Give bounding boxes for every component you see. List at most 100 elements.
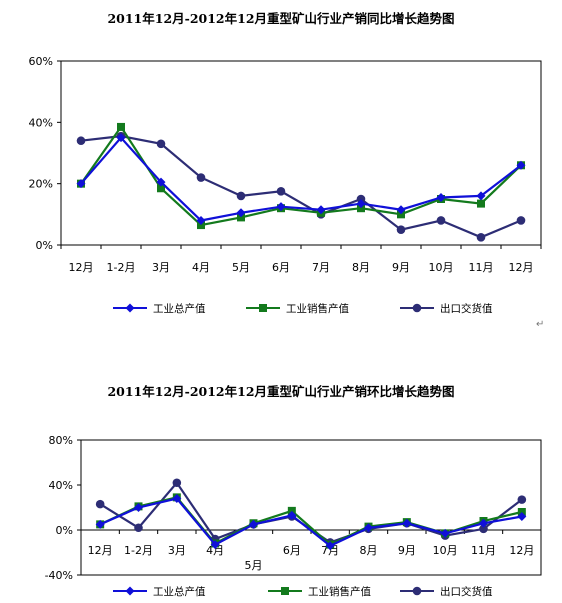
yoy-data-point [476,233,486,242]
mom-data-point [172,478,182,488]
yoy-xtick-label: 5月 [232,261,250,274]
yoy-legend: 工业总产值 工业销售产值 出口交货值 [113,302,493,315]
yoy-data-point [396,225,406,234]
yoy-data-point [516,160,526,170]
mom-data-point [249,519,258,529]
yoy-series-1 [76,133,526,225]
mom-ytick-label: 0% [56,524,73,537]
mom-ytick-label: 40% [49,479,73,492]
yoy-data-point [276,187,286,196]
mom-data-point [440,528,450,538]
yoy-xtick-label: 3月 [152,261,170,274]
mom-data-point [287,510,297,520]
yoy-legend-label: 出口交货值 [440,302,493,315]
yoy-data-point [316,205,326,215]
yoy-data-point [397,210,405,219]
yoy-data-point [436,192,446,202]
chart2-title: 2011年12月-2012年12月重型矿山行业产销环比增长趋势图 [107,384,455,399]
mom-series-3 [95,478,527,547]
mom-plot-area [80,439,542,576]
yoy-data-point [236,208,246,218]
mom-xtick-label: 4月 [206,544,224,557]
yoy-data-point [76,136,86,146]
mom-xtick-label: 8月 [360,544,378,557]
yoy-data-point [236,191,246,201]
yoy-xtick-label: 11月 [469,261,494,274]
mom-data-point [210,540,220,550]
yoy-xtick-label: 10月 [429,261,454,274]
mom-data-point [172,494,182,503]
yoy-data-point [76,179,86,189]
mom-xtick-label: 12月 [509,544,534,557]
mom-xtick-label: 10月 [433,544,458,557]
yoy-data-point [156,177,166,187]
yoy-ytick-label: 0% [36,239,53,252]
yoy-data-point [396,205,406,215]
yoy-data-point [357,204,365,213]
yoy-data-point [116,133,126,143]
mom-ytick-label: -40% [45,569,73,582]
yoy-data-point [356,199,366,209]
yoy-data-point [436,216,446,225]
yoy-series-line [80,136,522,222]
mom-series-line [99,496,523,546]
yoy-xtick-label: 12月 [69,261,94,274]
yoy-data-point [196,215,206,225]
mom-data-point [517,512,527,521]
yoy-legend-marker [412,303,422,313]
mom-xtick-label: 12月 [88,544,113,557]
mom-legend-marker [412,586,422,596]
mom-legend-label: 工业总产值 [153,585,206,598]
yoy-legend-label: 工业总产值 [153,302,206,315]
mom-data-point [95,499,105,509]
yoy-ytick-label: 40% [29,116,53,129]
mom-data-point [95,519,105,529]
mom-data-point [402,518,412,528]
yoy-xtick-label: 1-2月 [107,261,136,274]
chart1-title: 2011年12月-2012年12月重型矿山行业产销同比增长趋势图 [107,11,455,26]
yoy-ytick-label: 60% [29,55,53,68]
yoy-series-line [80,124,522,227]
yoy-data-point [156,139,166,149]
mom-data-point [134,503,143,512]
mom-data-point [325,541,335,551]
mom-series-1 [95,494,527,551]
mom-legend: 工业总产值 工业销售产值 出口交货值 [113,585,493,598]
mom-ytick-label: 80% [49,434,73,447]
mom-data-point [364,523,373,533]
yoy-xtick-label: 12月 [509,261,534,274]
mom-xtick-label: 11月 [471,544,496,557]
mom-legend-label: 出口交货值 [440,585,493,598]
yoy-data-point [276,202,286,212]
yoy-xtick-label: 6月 [272,261,290,274]
yoy-data-point [237,213,245,222]
yoy-legend-label: 工业销售产值 [286,302,349,315]
yoy-data-point [196,173,206,182]
paragraph-mark: ↵ [536,319,545,330]
mom-xtick-label: 1-2月 [124,544,153,557]
yoy-data-point [117,122,125,131]
yoy-xtick-label: 8月 [352,261,370,274]
yoy-data-point [516,216,526,225]
mom-legend-label: 工业销售产值 [308,585,371,598]
yoy-data-point [477,199,485,208]
mom-xtick-label: 6月 [283,544,301,557]
yoy-ytick-label: 20% [29,178,53,191]
mom-xtick-label: 3月 [168,544,186,557]
yoy-xtick-label: 7月 [312,261,330,274]
mom-xtick-label: 9月 [398,544,416,557]
mom-data-point [134,523,143,533]
yoy-series-line [80,134,522,239]
yoy-xtick-label: 4月 [192,261,210,274]
mom-data-point [479,518,488,528]
mom-xtick-label: 5月 [245,559,263,572]
yoy-data-point [197,221,205,230]
yoy-data-point [157,184,165,193]
yoy-growth-chart: 0% 20% 40% 60% 12月 1-2月 3月 4月 5月 6月 7月 8月 9月 10月 11月 12… [29,55,542,315]
mom-legend-marker [125,586,135,596]
yoy-xtick-label: 9月 [392,261,410,274]
mom-series-line [99,497,522,548]
mom-data-point [479,524,488,534]
yoy-legend-marker [259,304,267,312]
mom-legend-marker [281,587,289,595]
